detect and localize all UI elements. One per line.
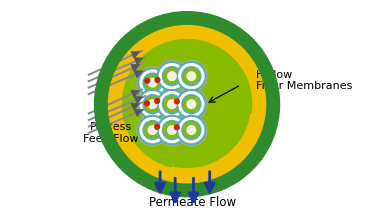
- Circle shape: [164, 69, 179, 84]
- Circle shape: [179, 64, 204, 89]
- Circle shape: [163, 121, 182, 140]
- Circle shape: [168, 72, 176, 81]
- Circle shape: [159, 118, 185, 143]
- Circle shape: [187, 100, 196, 108]
- Circle shape: [143, 95, 162, 114]
- Circle shape: [145, 75, 160, 90]
- Circle shape: [157, 90, 187, 119]
- Polygon shape: [168, 114, 270, 188]
- Circle shape: [176, 61, 207, 92]
- Circle shape: [177, 90, 206, 119]
- Circle shape: [157, 115, 187, 145]
- Circle shape: [184, 69, 199, 84]
- Circle shape: [176, 89, 207, 120]
- Circle shape: [143, 73, 162, 92]
- Circle shape: [138, 68, 167, 97]
- Circle shape: [164, 97, 179, 112]
- Circle shape: [177, 115, 206, 145]
- Circle shape: [182, 95, 201, 114]
- Circle shape: [137, 115, 168, 146]
- Circle shape: [148, 126, 157, 134]
- Circle shape: [176, 115, 207, 146]
- Circle shape: [148, 100, 157, 108]
- Circle shape: [163, 95, 182, 114]
- Text: Permeate Flow: Permeate Flow: [149, 196, 236, 209]
- Circle shape: [145, 78, 150, 83]
- Text: Process
Feed Flow: Process Feed Flow: [83, 122, 138, 144]
- Circle shape: [156, 89, 187, 120]
- Circle shape: [137, 89, 168, 120]
- Circle shape: [184, 97, 199, 112]
- Circle shape: [168, 126, 176, 134]
- Circle shape: [177, 61, 206, 91]
- Circle shape: [179, 92, 204, 117]
- Circle shape: [155, 125, 159, 129]
- Circle shape: [156, 61, 187, 92]
- Circle shape: [187, 126, 196, 134]
- Circle shape: [137, 67, 168, 98]
- Circle shape: [140, 92, 165, 117]
- Circle shape: [122, 39, 252, 169]
- Circle shape: [156, 115, 187, 146]
- Circle shape: [103, 20, 271, 188]
- Circle shape: [175, 99, 179, 104]
- Circle shape: [163, 67, 182, 86]
- Circle shape: [187, 72, 196, 81]
- Circle shape: [145, 123, 160, 137]
- Circle shape: [140, 70, 165, 95]
- Circle shape: [182, 121, 201, 140]
- Circle shape: [184, 123, 199, 137]
- Circle shape: [155, 77, 160, 82]
- Circle shape: [138, 90, 167, 119]
- Text: Hollow
Fiber Membranes: Hollow Fiber Membranes: [256, 70, 353, 91]
- Circle shape: [155, 99, 159, 103]
- Circle shape: [168, 100, 176, 108]
- Circle shape: [143, 121, 162, 140]
- Circle shape: [182, 67, 201, 86]
- Circle shape: [175, 125, 179, 130]
- Circle shape: [179, 118, 204, 143]
- Circle shape: [140, 118, 165, 143]
- Circle shape: [164, 123, 179, 137]
- Circle shape: [138, 115, 167, 145]
- Circle shape: [145, 101, 149, 106]
- Circle shape: [159, 64, 185, 89]
- Circle shape: [148, 78, 157, 87]
- Circle shape: [159, 92, 185, 117]
- Circle shape: [157, 61, 187, 91]
- Circle shape: [145, 97, 160, 112]
